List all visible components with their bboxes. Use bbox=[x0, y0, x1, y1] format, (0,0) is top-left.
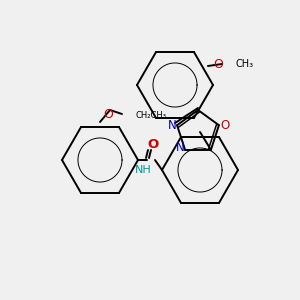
Text: O: O bbox=[213, 58, 223, 70]
Text: O: O bbox=[147, 137, 159, 151]
Text: CH₂CH₃: CH₂CH₃ bbox=[135, 112, 166, 121]
Text: NH: NH bbox=[135, 165, 152, 175]
Text: O: O bbox=[220, 119, 230, 132]
Text: CH₃: CH₃ bbox=[236, 59, 254, 69]
Text: N: N bbox=[176, 141, 184, 154]
Text: N: N bbox=[168, 119, 176, 132]
Text: O: O bbox=[103, 107, 113, 121]
